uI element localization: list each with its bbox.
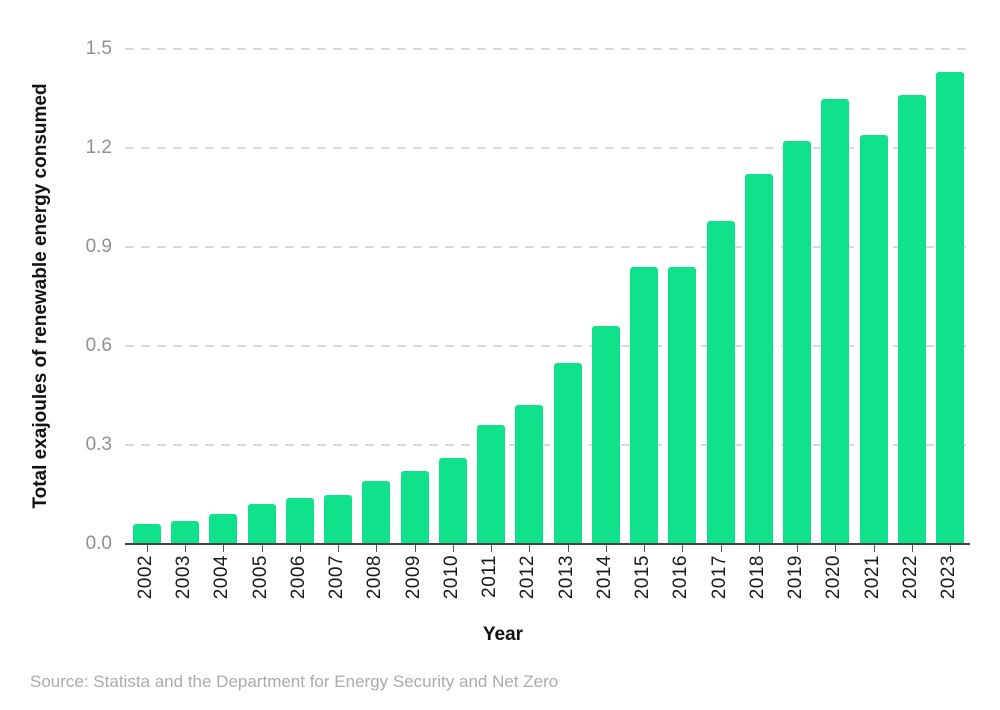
x-tick-label-2018: 2018: [746, 555, 768, 600]
bar-2014: [591, 326, 620, 544]
bar-2011: [477, 425, 506, 544]
bar-2005: [247, 504, 276, 544]
y-tick-label-0.9: 0.9: [85, 236, 112, 257]
y-tick-label-1.5: 1.5: [85, 38, 112, 59]
bar-2012: [515, 405, 544, 544]
bar-2022: [897, 95, 926, 544]
x-tick-label-2014: 2014: [593, 555, 615, 600]
gridline-0.6: [125, 345, 970, 347]
bar-2010: [438, 458, 467, 544]
y-tick-label-0.0: 0.0: [85, 533, 112, 554]
x-tick-label-2009: 2009: [402, 555, 424, 600]
bar-2020: [821, 98, 850, 544]
x-tick-mark-2021: [873, 545, 875, 552]
plot-area: [125, 48, 970, 544]
x-tick-mark-2014: [605, 545, 607, 552]
x-tick-label-2019: 2019: [785, 555, 807, 600]
x-tick-label-2023: 2023: [938, 555, 959, 600]
bar-2019: [783, 141, 812, 544]
gridline-0.9: [125, 246, 970, 248]
x-tick-label-2021: 2021: [861, 555, 883, 600]
bar-2009: [400, 471, 429, 544]
bar-2018: [744, 174, 773, 544]
x-axis-line: [125, 543, 970, 545]
bar-2016: [668, 266, 697, 544]
x-tick-label-2013: 2013: [555, 555, 577, 600]
x-axis-title: Year: [482, 624, 524, 645]
x-tick-mark-2008: [376, 545, 378, 552]
x-tick-mark-2015: [644, 545, 646, 552]
bar-2013: [553, 362, 582, 544]
x-tick-mark-2006: [299, 545, 301, 552]
x-tick-mark-2016: [682, 545, 684, 552]
x-tick-label-2008: 2008: [364, 555, 386, 600]
bar-2021: [859, 134, 888, 544]
x-tick-mark-2019: [797, 545, 799, 552]
x-tick-mark-2013: [567, 545, 569, 552]
bar-2008: [362, 481, 391, 544]
x-tick-mark-2010: [452, 545, 454, 552]
bar-2015: [630, 266, 659, 544]
x-tick-mark-2011: [491, 545, 493, 552]
x-tick-mark-2007: [338, 545, 340, 552]
bar-2002: [133, 524, 161, 544]
x-tick-label-2005: 2005: [249, 555, 271, 600]
bar-2003: [171, 520, 200, 544]
y-tick-label-0.6: 0.6: [85, 335, 112, 356]
x-tick-label-2010: 2010: [440, 555, 462, 600]
x-tick-label-2017: 2017: [708, 555, 730, 600]
x-tick-mark-2020: [835, 545, 837, 552]
gridline-1.5: [125, 48, 970, 50]
gridline-1.2: [125, 147, 970, 149]
x-tick-label-2003: 2003: [173, 555, 195, 600]
x-tick-label-2012: 2012: [517, 555, 539, 600]
x-tick-mark-2002: [147, 545, 148, 552]
x-tick-mark-2012: [529, 545, 531, 552]
x-tick-mark-2005: [261, 545, 263, 552]
x-tick-mark-2023: [950, 545, 951, 552]
x-tick-mark-2009: [414, 545, 416, 552]
x-tick-mark-2017: [720, 545, 722, 552]
source-note: Source: Statista and the Department for …: [30, 672, 559, 691]
y-tick-label-0.3: 0.3: [85, 434, 112, 455]
x-tick-label-2016: 2016: [670, 555, 692, 600]
x-tick-mark-2022: [911, 545, 913, 552]
x-tick-label-2022: 2022: [899, 555, 921, 600]
x-tick-label-2015: 2015: [632, 555, 654, 600]
bar-2023: [936, 72, 964, 544]
bar-2017: [706, 220, 735, 544]
x-tick-mark-2004: [223, 545, 225, 552]
x-tick-label-2006: 2006: [287, 555, 309, 600]
gridline-0.3: [125, 444, 970, 446]
bar-2007: [324, 494, 353, 544]
x-tick-label-2004: 2004: [211, 555, 233, 600]
bar-2004: [209, 514, 238, 544]
bar-2006: [285, 497, 314, 544]
x-tick-mark-2003: [185, 545, 187, 552]
y-tick-label-1.2: 1.2: [85, 137, 112, 158]
x-tick-label-2007: 2007: [326, 555, 348, 600]
x-tick-label-2011: 2011: [479, 555, 501, 598]
x-tick-mark-2018: [758, 545, 760, 552]
x-tick-label-2020: 2020: [823, 555, 845, 600]
x-tick-label-2002: 2002: [135, 555, 156, 600]
